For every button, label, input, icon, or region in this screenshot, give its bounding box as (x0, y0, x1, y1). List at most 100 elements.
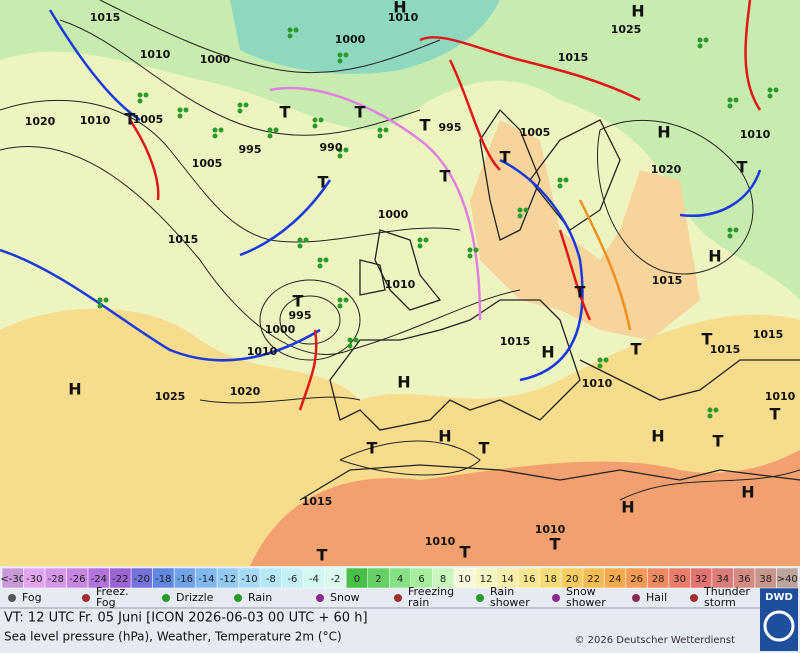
isobar-label: 1000 (335, 33, 366, 46)
rain-symbol (312, 117, 318, 123)
legend-icon (316, 594, 324, 602)
isobar-label: 1010 (425, 535, 456, 548)
rain-symbol (237, 108, 243, 114)
scale-label: -4 (309, 574, 319, 585)
rain-symbol (707, 413, 713, 419)
scale-label: 26 (630, 574, 643, 585)
pressure-center: T (550, 535, 561, 554)
rain-symbol (177, 113, 183, 119)
scale-label: -6 (287, 574, 297, 585)
rain-symbol (563, 177, 569, 183)
isobar-label: 995 (439, 121, 462, 134)
rain-symbol (347, 343, 353, 349)
pressure-center: T (702, 330, 713, 349)
rain-symbol (727, 97, 733, 103)
rain-symbol (767, 87, 773, 93)
rain-symbol (237, 102, 243, 108)
scale-label: -20 (134, 574, 150, 585)
pressure-center: H (397, 373, 410, 392)
isobar-label: 1020 (651, 163, 682, 176)
rain-symbol (603, 357, 609, 363)
scale-label: >40 (777, 574, 798, 585)
rain-symbol (343, 147, 349, 153)
pressure-center: T (631, 340, 642, 359)
rain-symbol (143, 92, 149, 98)
pressure-center: T (440, 167, 451, 186)
rain-symbol (323, 257, 329, 263)
isobar-label: 1015 (168, 233, 199, 246)
scale-label: 28 (652, 574, 665, 585)
scale-label: -16 (177, 574, 193, 585)
copyright: © 2026 Deutscher Wetterdienst (574, 635, 735, 646)
isobar-label: 1015 (710, 343, 741, 356)
scale-label: -30 (26, 574, 42, 585)
rain-symbol (273, 127, 279, 133)
rain-symbol (707, 407, 713, 413)
legend-label: Drizzle (176, 591, 214, 604)
cool-area (0, 0, 800, 300)
scale-label: 16 (523, 574, 536, 585)
legend-label: Freezing (408, 585, 454, 598)
pressure-center: H (393, 0, 406, 17)
pressure-center: H (68, 380, 81, 399)
rain-symbol (103, 297, 109, 303)
pressure-center: T (317, 546, 328, 565)
scale-label: -24 (91, 574, 107, 585)
rain-symbol (337, 58, 343, 64)
rain-symbol (557, 183, 563, 189)
pressure-center: H (741, 483, 754, 502)
rain-symbol (597, 357, 603, 363)
rain-symbol (183, 107, 189, 113)
scale-label: 4 (397, 574, 403, 585)
scale-label: -12 (220, 574, 236, 585)
valid-time: VT: 12 UTC Fr. 05 Juni [ICON 2026-06-03 … (4, 611, 368, 626)
isobar-label: 1005 (520, 126, 551, 139)
isobar-label: 1005 (192, 157, 223, 170)
isobar-label: 1025 (155, 390, 186, 403)
rain-symbol (267, 133, 273, 139)
rain-symbol (297, 243, 303, 249)
legend-label: Rain (248, 591, 272, 604)
scale-label: 22 (587, 574, 600, 585)
legend-icon (476, 594, 484, 602)
pressure-center: H (621, 498, 634, 517)
rain-symbol (423, 237, 429, 243)
legend-icon (690, 594, 698, 602)
rain-symbol (137, 92, 143, 98)
legend-label: Snow (566, 585, 596, 598)
isobar-label: 990 (320, 141, 343, 154)
isobar-label: 1015 (302, 495, 333, 508)
isobar-label: 995 (239, 143, 262, 156)
rain-symbol (727, 103, 733, 109)
rain-symbol (337, 303, 343, 309)
rain-symbol (727, 233, 733, 239)
pressure-center: T (713, 432, 724, 451)
rain-symbol (177, 107, 183, 113)
rain-symbol (697, 43, 703, 49)
rain-symbol (343, 297, 349, 303)
legend-label: Rain (490, 585, 514, 598)
rain-symbol (767, 93, 773, 99)
rain-symbol (297, 237, 303, 243)
scale-label: 24 (609, 574, 622, 585)
legend-label: Fog (22, 591, 42, 604)
isobar-label: 1015 (652, 274, 683, 287)
rain-symbol (733, 227, 739, 233)
rain-symbol (697, 37, 703, 43)
scale-label: 34 (716, 574, 729, 585)
coastlines (299, 108, 800, 501)
legend-icon (162, 594, 170, 602)
rain-symbol (243, 102, 249, 108)
rain-symbol (727, 227, 733, 233)
scale-label: -22 (112, 574, 128, 585)
scale-label: 10 (458, 574, 471, 585)
rain-symbol (212, 127, 218, 133)
rain-symbol (317, 257, 323, 263)
legend-icon (8, 594, 16, 602)
scale-label: -14 (198, 574, 214, 585)
isobar-label: 1005 (133, 113, 164, 126)
legend-label: shower (566, 596, 606, 609)
legend-label: Thunder (703, 585, 750, 598)
legend-icon (234, 594, 242, 602)
